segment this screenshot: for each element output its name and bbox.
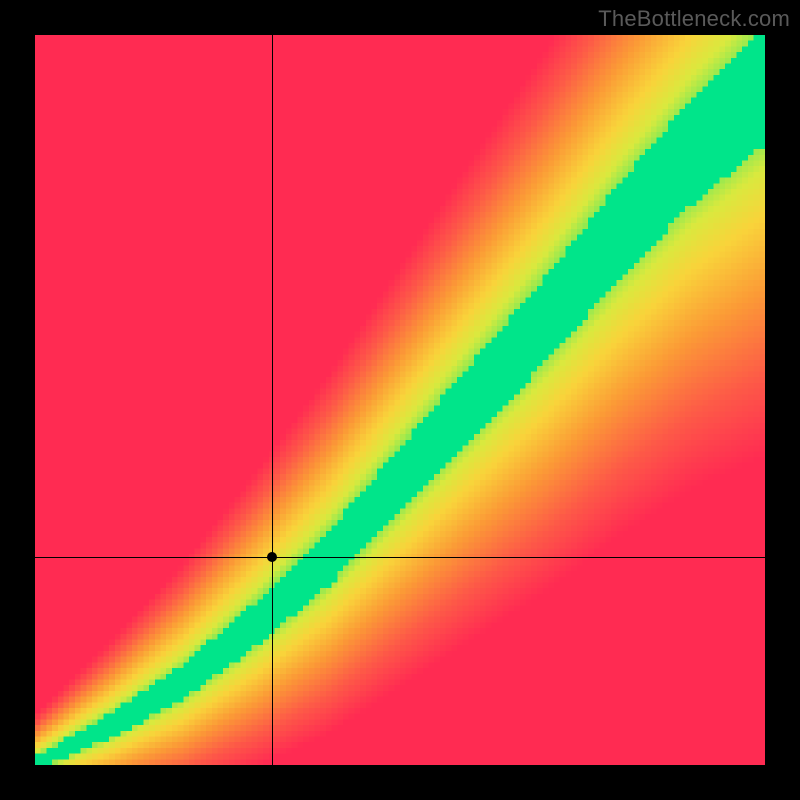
crosshair-marker-dot [267, 552, 277, 562]
heatmap-canvas [35, 35, 765, 765]
bottleneck-heatmap [35, 35, 765, 765]
watermark-text: TheBottleneck.com [598, 6, 790, 32]
crosshair-horizontal-line [35, 557, 765, 558]
crosshair-vertical-line [272, 35, 273, 765]
